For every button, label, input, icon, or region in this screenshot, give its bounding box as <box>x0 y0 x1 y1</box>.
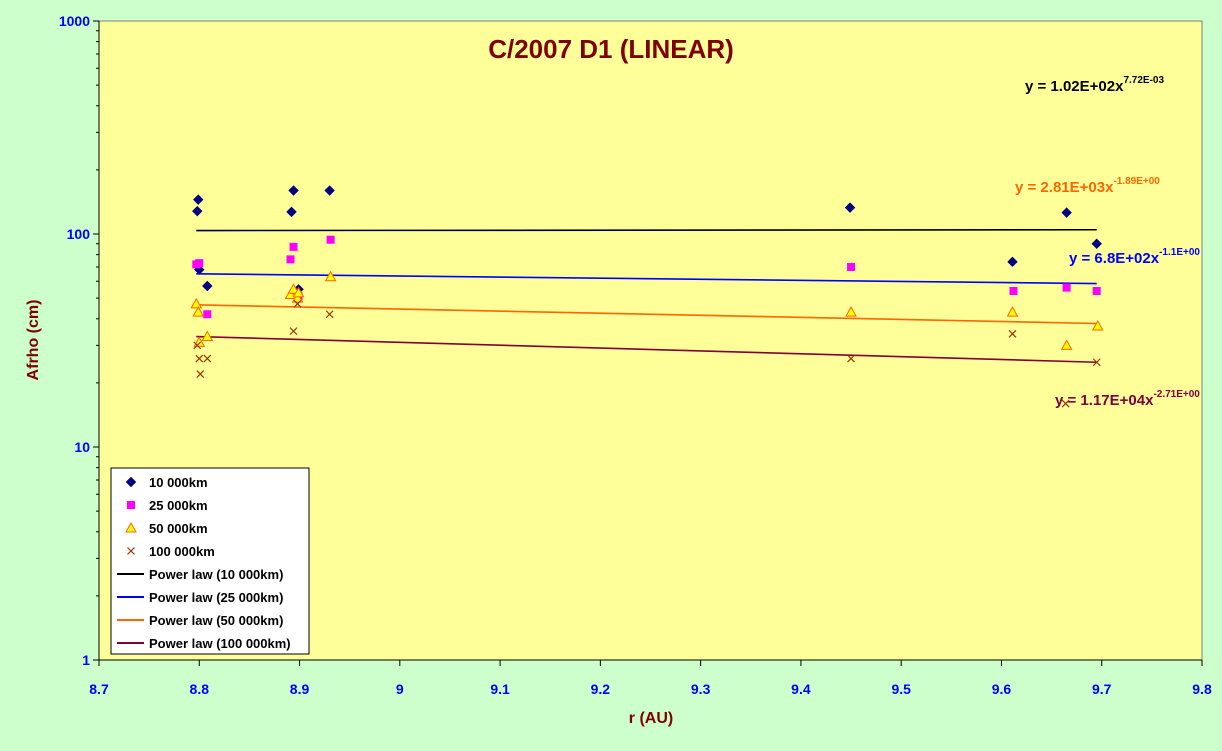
series-3 <box>190 270 1104 350</box>
data-point <box>1092 358 1101 367</box>
legend-entry: Power law (50 000km) <box>117 613 283 628</box>
data-point <box>292 286 305 298</box>
data-point <box>1060 339 1073 350</box>
x-tick-label: 9.2 <box>591 681 611 697</box>
legend-marker <box>125 476 137 488</box>
axes: 1 10 100 1000 8.7 8.8 8.9 9 9.1 9.2 9.3 9.4 9.5 9.6 9.… <box>59 13 1212 697</box>
legend-label: Power law (50 000km) <box>149 613 283 628</box>
legend-label: 50 000km <box>149 521 208 536</box>
data-point <box>195 259 204 268</box>
data-point <box>192 306 205 317</box>
trendline-equation-1: y = 1.02E+02x7.72E-03 <box>1025 75 1164 95</box>
legend-label: Power law (100 000km) <box>149 636 291 651</box>
trendlines <box>196 228 1097 364</box>
legend-label: 10 000km <box>149 475 208 490</box>
trendline-equation-4: y = 1.17E+04x-2.71E+00 <box>1055 389 1200 409</box>
data-point <box>326 235 335 244</box>
trendline-1 <box>196 228 1097 232</box>
data-point <box>192 205 203 217</box>
data-point <box>1006 306 1019 317</box>
data-point <box>202 280 213 292</box>
data-point <box>193 194 204 205</box>
legend-marker <box>125 521 137 533</box>
data-point <box>847 354 855 363</box>
data-point <box>1061 207 1072 218</box>
data-point <box>289 242 298 251</box>
data-point <box>325 310 334 319</box>
x-tick-label: 8.9 <box>290 681 310 697</box>
data-point <box>284 288 297 299</box>
x-tick-label: 9.7 <box>1092 681 1112 697</box>
legend-label: Power law (25 000km) <box>149 590 283 605</box>
data-point <box>196 370 205 378</box>
data-point <box>844 202 856 213</box>
y-tick-label: 1000 <box>59 13 90 29</box>
data-point <box>287 283 300 294</box>
trendline-equation-3: y = 2.81E+03x-1.89E+00 <box>1015 176 1160 196</box>
data-point <box>288 185 299 196</box>
legend-marker <box>127 501 135 509</box>
data-point <box>847 262 856 271</box>
data-points <box>190 185 1104 408</box>
x-axis-title: r (AU) <box>629 710 673 727</box>
data-point <box>845 306 857 317</box>
data-point <box>293 299 302 308</box>
y-tick-label: 10 <box>74 439 90 455</box>
data-point <box>1061 399 1070 408</box>
trendline-4 <box>196 335 1097 364</box>
legend-entry: 10 000km <box>125 475 208 490</box>
legend: 10 000km 25 000km 50 000km 100 000km Power l… <box>110 467 310 655</box>
trendline-equation-2: y = 6.8E+02x-1.1E+00 <box>1069 247 1200 267</box>
legend-label: 100 000km <box>149 544 215 559</box>
data-point <box>193 341 202 350</box>
data-point <box>289 327 298 336</box>
data-point <box>201 330 214 342</box>
legend-entry: Power law (10 000km) <box>117 567 283 582</box>
legend-label: 25 000km <box>149 498 208 513</box>
x-tick-label: 9.3 <box>691 681 711 697</box>
data-point <box>291 292 304 303</box>
legend-box <box>110 467 310 655</box>
data-point <box>324 185 335 196</box>
data-point <box>1009 287 1018 296</box>
y-tick-label: 100 <box>67 226 91 242</box>
y-tick-label: 1 <box>82 652 90 668</box>
x-tick-label: 9.1 <box>490 681 510 697</box>
trendline-equations: y = 1.02E+02x7.72E-03 y = 6.8E+02x-1.1E+0… <box>1015 75 1200 409</box>
x-tick-label: 9.5 <box>891 681 911 697</box>
trendline-3 <box>196 304 1097 325</box>
data-point <box>1008 329 1017 338</box>
series-4 <box>193 299 1101 408</box>
legend-entry: 25 000km <box>127 498 208 513</box>
data-point <box>324 270 337 282</box>
y-axis-title: Afrho (cm) <box>25 300 42 381</box>
x-tick-label: 9.8 <box>1192 681 1212 697</box>
data-point <box>286 255 295 264</box>
chart-title: C/2007 D1 (LINEAR) <box>488 34 734 64</box>
data-point <box>1092 287 1101 296</box>
data-point <box>1091 319 1104 331</box>
x-tick-label: 9 <box>396 681 404 697</box>
x-tick-label: 8.8 <box>190 681 210 697</box>
data-point <box>190 297 203 309</box>
legend-entry: 50 000km <box>125 521 208 536</box>
legend-marker <box>127 547 135 555</box>
data-point <box>1062 283 1071 292</box>
data-point <box>286 206 297 218</box>
x-tick-label: 9.6 <box>992 681 1012 697</box>
trendline-2 <box>196 273 1097 285</box>
legend-entry: Power law (100 000km) <box>117 636 291 651</box>
data-point <box>195 354 204 363</box>
data-point <box>203 310 212 319</box>
legend-entry: 100 000km <box>127 544 215 559</box>
legend-entry: Power law (25 000km) <box>117 590 283 605</box>
data-point <box>203 354 212 363</box>
data-point <box>1091 238 1102 249</box>
x-tick-label: 9.4 <box>791 681 811 697</box>
legend-label: Power law (10 000km) <box>149 567 283 582</box>
data-point <box>1007 256 1018 268</box>
x-tick-label: 8.7 <box>89 681 109 697</box>
